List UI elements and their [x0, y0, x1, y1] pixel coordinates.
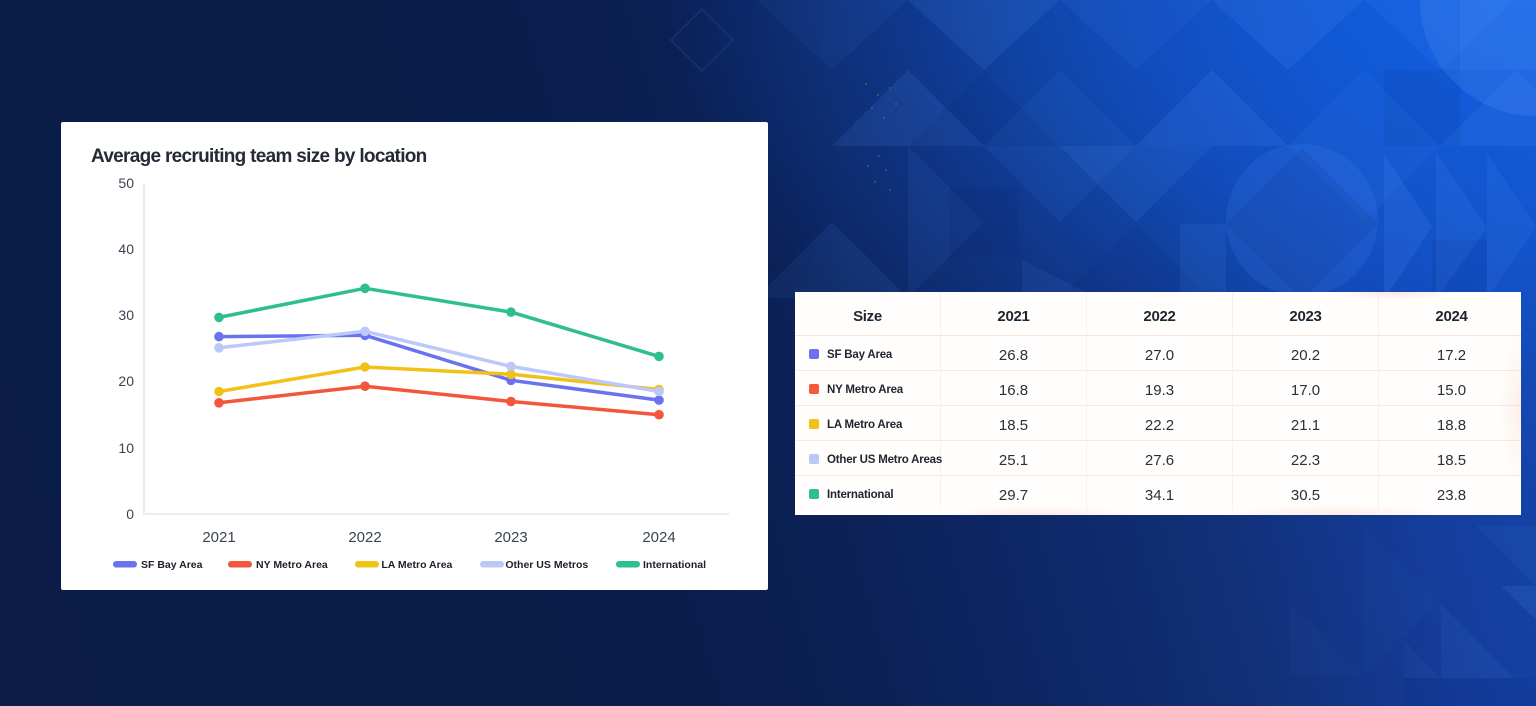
svg-text:2024: 2024 — [642, 529, 675, 546]
svg-text:LA Metro Area: LA Metro Area — [381, 559, 452, 571]
svg-text:2022: 2022 — [348, 529, 381, 546]
svg-text:0: 0 — [126, 506, 134, 522]
svg-text:SF Bay Area: SF Bay Area — [141, 559, 203, 571]
svg-text:30: 30 — [118, 307, 134, 323]
svg-text:International: International — [643, 559, 706, 571]
svg-text:NY Metro Area: NY Metro Area — [256, 559, 328, 571]
svg-text:10: 10 — [118, 440, 134, 456]
svg-text:40: 40 — [118, 241, 134, 257]
svg-text:2023: 2023 — [494, 529, 527, 546]
svg-text:2021: 2021 — [202, 529, 235, 546]
svg-text:Other US Metros: Other US Metros — [505, 559, 588, 571]
svg-text:20: 20 — [118, 373, 134, 389]
svg-text:50: 50 — [118, 175, 134, 191]
